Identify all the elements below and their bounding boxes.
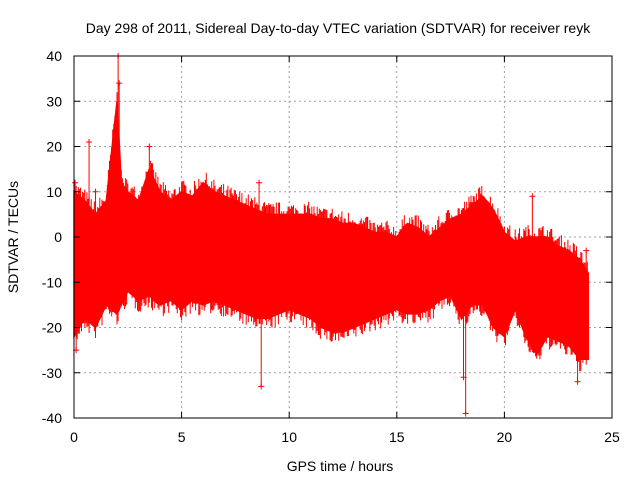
y-axis-label: SDTVAR / TECUs [5,181,21,293]
data-point [256,179,263,186]
data-point [72,179,79,186]
data-point [583,247,590,254]
y-tick-label: -30 [42,365,62,381]
data-point [574,378,581,385]
x-tick-label: 15 [389,429,405,445]
x-tick-label: 0 [70,429,78,445]
y-tick-label: 0 [54,229,62,245]
y-tick-labels: -40 -30 -20 -10 0 10 20 30 40 [42,48,62,426]
x-axis-label: GPS time / hours [287,458,394,474]
data-point [258,383,265,390]
y-tick-label: 20 [46,139,62,155]
axis-ticks [73,55,613,419]
x-tick-label: 25 [604,429,620,445]
x-tick-labels: 0 5 10 15 20 25 [70,429,620,445]
data-point [116,80,123,87]
data-point [146,143,153,150]
y-tick-label: 40 [46,48,62,64]
data-cloud [73,92,590,372]
data-point [462,410,469,417]
y-tick-label: 30 [46,93,62,109]
x-tick-label: 20 [497,429,513,445]
data-point [92,188,99,195]
x-tick-label: 5 [178,429,186,445]
chart-title: Day 298 of 2011, Sidereal Day-to-day VTE… [86,20,591,36]
y-tick-label: -10 [42,274,62,290]
data-point [86,138,93,145]
x-tick-label: 10 [281,429,297,445]
y-tick-label: -20 [42,320,62,336]
y-tick-label: -40 [42,410,62,426]
data-point [529,193,536,200]
y-tick-label: 10 [46,184,62,200]
data-point [469,206,476,213]
